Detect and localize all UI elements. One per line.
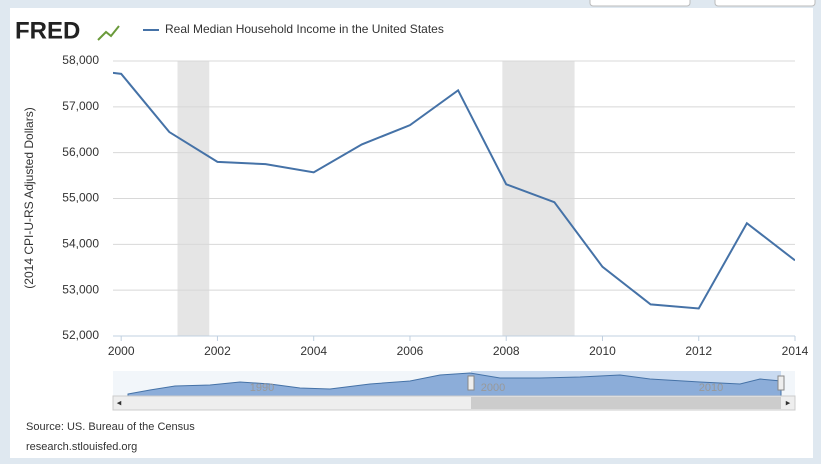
- navigator-handle[interactable]: [467, 375, 475, 391]
- scroll-right[interactable]: ▸: [786, 397, 791, 407]
- x-tick-label: 2010: [589, 344, 616, 358]
- y-tick-label: 55,000: [62, 191, 99, 205]
- y-tick-label: 54,000: [62, 237, 99, 251]
- button[interactable]: [589, 0, 691, 7]
- button[interactable]: [714, 0, 816, 7]
- source: Source: US. Bureau of the Census: [26, 421, 195, 433]
- navigator-label: 2010: [699, 382, 723, 394]
- y-axis-label: (2014 CPI-U-RS Adjusted Dollars): [22, 107, 36, 288]
- x-tick-label: 2014: [782, 344, 809, 358]
- navigator: ◂ ▸ 1990 2000 2010: [112, 371, 796, 411]
- y-tick-label: 58,000: [62, 53, 99, 67]
- scrollbar-thumb[interactable]: [471, 397, 781, 409]
- x-tick-label: 2008: [493, 344, 520, 358]
- y-tick-label: 56,000: [62, 145, 99, 159]
- y-tick-label: 57,000: [62, 99, 99, 113]
- logo: FRED: [15, 17, 80, 44]
- x-tick-label: 2002: [204, 344, 231, 358]
- x-tick-label: 2006: [397, 344, 424, 358]
- navigator-label: 1990: [250, 382, 274, 394]
- series-line: [113, 71, 795, 310]
- y-tick-label: 52,000: [62, 328, 99, 342]
- plot: [113, 71, 795, 310]
- navigator-area: [127, 372, 782, 397]
- logo-icon: [97, 25, 120, 41]
- scroll-left[interactable]: ◂: [117, 397, 122, 407]
- x-tick-label: 2012: [685, 344, 712, 358]
- x-tick-label: 2000: [108, 344, 135, 358]
- x-tick-label: 2004: [300, 344, 327, 358]
- navigator-handle[interactable]: [777, 375, 785, 391]
- legend-label: Real Median Household Income in the Unit…: [165, 22, 444, 36]
- site: research.stlouisfed.org: [26, 441, 137, 453]
- navigator-label: 2000: [481, 382, 505, 394]
- y-tick-label: 53,000: [62, 282, 99, 296]
